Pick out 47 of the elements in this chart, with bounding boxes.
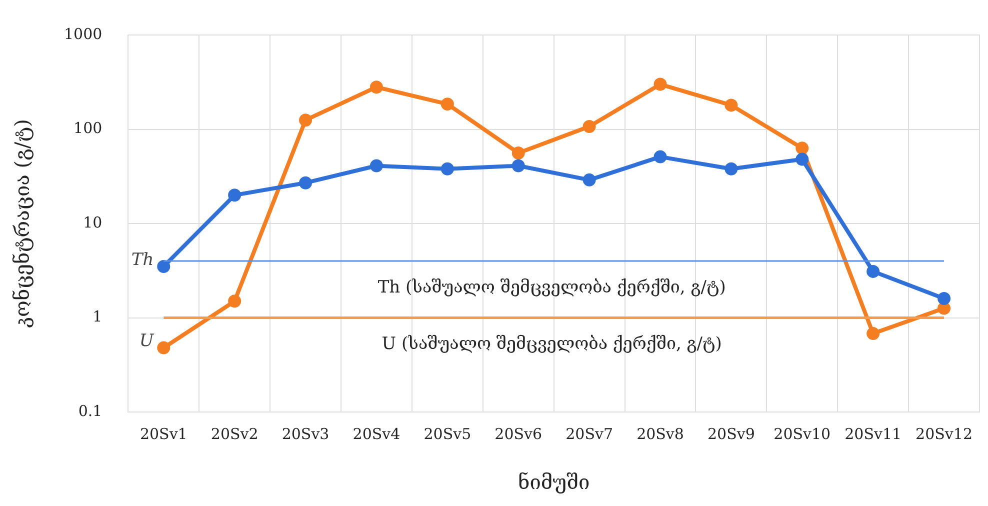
x-tick-label: 20Sv2 <box>210 424 258 443</box>
x-tick-label: 20Sv3 <box>282 424 330 443</box>
point <box>440 162 454 176</box>
x-tick-label: 20Sv1 <box>140 424 188 443</box>
y-tick-label: 1 <box>92 308 102 326</box>
point <box>866 327 880 340</box>
x-tick-label: 20Sv8 <box>636 424 684 443</box>
point <box>796 142 809 155</box>
point <box>440 98 454 111</box>
x-tick-label: 20Sv5 <box>424 424 472 443</box>
point <box>370 80 383 94</box>
series-label: U <box>139 331 154 352</box>
x-tick-label: 20Sv7 <box>566 424 614 443</box>
x-tick-label: 20Sv12 <box>916 424 972 443</box>
x-tick-label: 20Sv10 <box>774 424 831 443</box>
x-tick-label: 20Sv4 <box>352 424 400 443</box>
point <box>512 159 525 172</box>
point <box>228 188 242 202</box>
ref-line-label: U (საშუალო შემცველობა ქერქში, გ/ტ) <box>382 334 722 354</box>
point <box>228 294 242 308</box>
point <box>157 260 170 273</box>
point <box>938 292 951 306</box>
point <box>866 264 880 278</box>
point <box>157 341 170 354</box>
point <box>654 150 667 164</box>
point <box>724 162 738 176</box>
x-axis-title: ნიმუში <box>518 470 590 494</box>
y-tick-label: 0.1 <box>78 402 102 420</box>
x-tick-label: 20Sv11 <box>844 424 902 443</box>
point <box>582 120 596 133</box>
point <box>299 114 312 127</box>
y-tick-label: 100 <box>74 119 102 138</box>
x-tick-label: 20Sv9 <box>708 424 755 443</box>
y-tick-label: 1000 <box>64 24 102 43</box>
point <box>512 146 525 160</box>
point <box>724 98 738 112</box>
point <box>582 173 596 186</box>
y-axis-title: კონცენტრაცია (გ/ტ) <box>10 119 34 328</box>
y-tick-label: 10 <box>83 213 102 232</box>
point <box>370 159 383 172</box>
ref-line-label: Th (საშუალო შემცველობა ქერქში, გ/ტ) <box>378 277 726 298</box>
point <box>796 152 809 166</box>
point <box>938 302 951 315</box>
point <box>654 78 667 91</box>
point <box>299 176 312 190</box>
series-label: Th <box>131 250 154 270</box>
x-tick-label: 20Sv6 <box>494 424 542 443</box>
